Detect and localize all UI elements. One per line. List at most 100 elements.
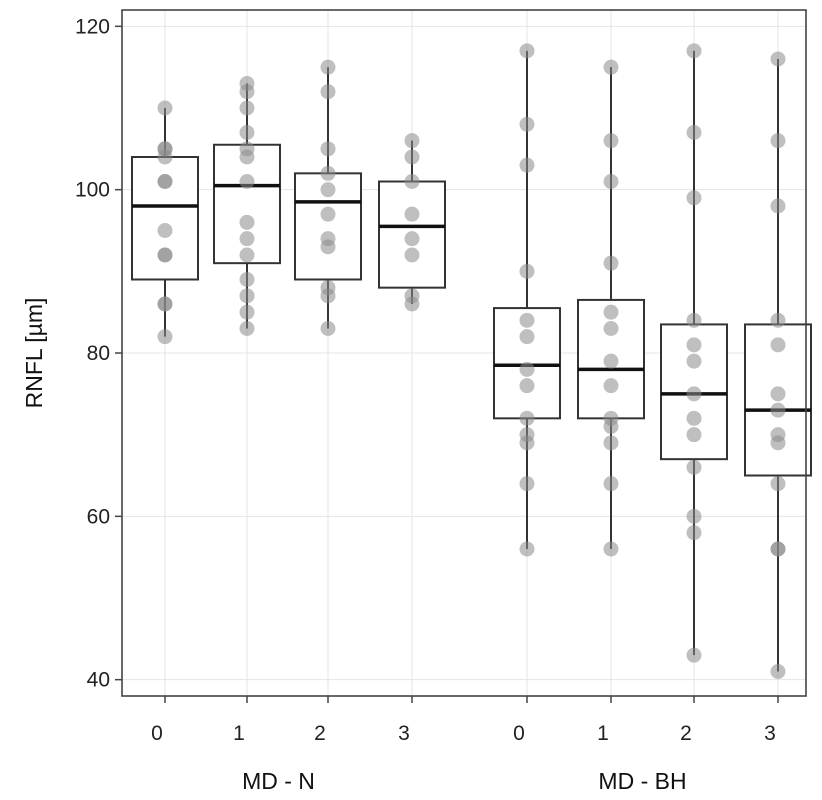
- data-point: [770, 541, 786, 557]
- data-point: [239, 231, 255, 247]
- data-point: [404, 174, 420, 189]
- data-point: [239, 321, 255, 336]
- data-point: [686, 647, 702, 663]
- data-point: [320, 231, 336, 247]
- data-point: [770, 402, 786, 418]
- data-point: [320, 84, 336, 100]
- data-point: [519, 476, 535, 492]
- data-point: [686, 410, 702, 426]
- data-point: [157, 141, 173, 157]
- data-point: [519, 43, 535, 59]
- data-point: [239, 304, 255, 320]
- data-point: [404, 206, 420, 222]
- data-point: [686, 312, 702, 328]
- data-point: [320, 59, 336, 75]
- data-point: [519, 541, 535, 557]
- data-point: [404, 149, 420, 165]
- data-point: [157, 100, 173, 116]
- y-axis-ticks: 40 60 80 100 120: [75, 15, 122, 692]
- data-point: [320, 280, 336, 296]
- x-tick-label: 1: [597, 722, 609, 745]
- data-point: [157, 223, 173, 238]
- data-point: [519, 329, 535, 345]
- data-point: [404, 133, 420, 149]
- x-tick-label: 2: [314, 722, 326, 745]
- data-point: [770, 133, 786, 149]
- y-tick-label: 60: [87, 505, 110, 528]
- x-tick-label: 3: [764, 722, 776, 745]
- data-point: [239, 288, 255, 304]
- y-axis-title: RNFL [µm]: [21, 298, 47, 409]
- data-point: [157, 247, 173, 263]
- data-point: [239, 174, 255, 189]
- x-tick-label: 2: [680, 722, 692, 745]
- data-point: [404, 288, 420, 304]
- data-point: [686, 125, 702, 140]
- y-tick-label: 120: [75, 15, 110, 38]
- x-tick-label: 1: [233, 722, 245, 745]
- data-points: [157, 43, 786, 679]
- data-point: [519, 427, 535, 443]
- data-point: [519, 116, 535, 132]
- data-point: [239, 272, 255, 287]
- data-point: [239, 125, 255, 140]
- data-point: [686, 386, 702, 402]
- x-tick-label: 3: [398, 722, 410, 745]
- data-point: [686, 508, 702, 524]
- data-point: [603, 410, 619, 426]
- data-point: [770, 51, 786, 67]
- data-point: [603, 133, 619, 149]
- data-point: [686, 337, 702, 353]
- data-point: [404, 231, 420, 247]
- data-point: [686, 427, 702, 443]
- data-point: [519, 361, 535, 377]
- x-tick-label: 0: [151, 722, 163, 745]
- data-point: [603, 435, 619, 451]
- data-point: [603, 255, 619, 271]
- x-axis-ticks: 0 1 2 3 MD - N 0 1 2 3 MD - BH: [151, 696, 779, 794]
- data-point: [770, 312, 786, 328]
- x-tick-label: 0: [513, 722, 525, 745]
- data-point: [239, 141, 255, 157]
- y-tick-label: 100: [75, 179, 110, 202]
- data-point: [519, 410, 535, 426]
- data-point: [603, 476, 619, 492]
- data-point: [320, 141, 336, 157]
- data-point: [519, 312, 535, 328]
- data-point: [603, 353, 619, 369]
- data-point: [770, 664, 786, 679]
- data-point: [239, 76, 255, 91]
- data-point: [239, 100, 255, 116]
- data-point: [157, 329, 173, 345]
- y-tick-label: 40: [87, 669, 110, 692]
- data-point: [519, 263, 535, 279]
- data-point: [320, 321, 336, 336]
- data-point: [157, 296, 173, 312]
- data-point: [157, 174, 173, 189]
- data-point: [519, 378, 535, 394]
- data-point: [770, 427, 786, 443]
- data-point: [686, 459, 702, 475]
- data-point: [686, 525, 702, 541]
- group-label: MD - N: [242, 768, 315, 794]
- group-label: MD - BH: [598, 768, 686, 794]
- data-point: [686, 190, 702, 206]
- data-point: [320, 206, 336, 222]
- data-point: [603, 321, 619, 336]
- data-point: [404, 247, 420, 263]
- data-point: [603, 304, 619, 320]
- data-point: [603, 174, 619, 189]
- data-point: [770, 476, 786, 492]
- data-point: [239, 247, 255, 263]
- data-point: [770, 198, 786, 214]
- data-point: [770, 337, 786, 353]
- data-point: [320, 182, 336, 198]
- data-point: [239, 214, 255, 230]
- data-point: [686, 43, 702, 59]
- data-point: [603, 59, 619, 75]
- data-point: [603, 378, 619, 394]
- y-tick-label: 80: [87, 342, 110, 365]
- data-point: [770, 386, 786, 402]
- data-point: [603, 541, 619, 557]
